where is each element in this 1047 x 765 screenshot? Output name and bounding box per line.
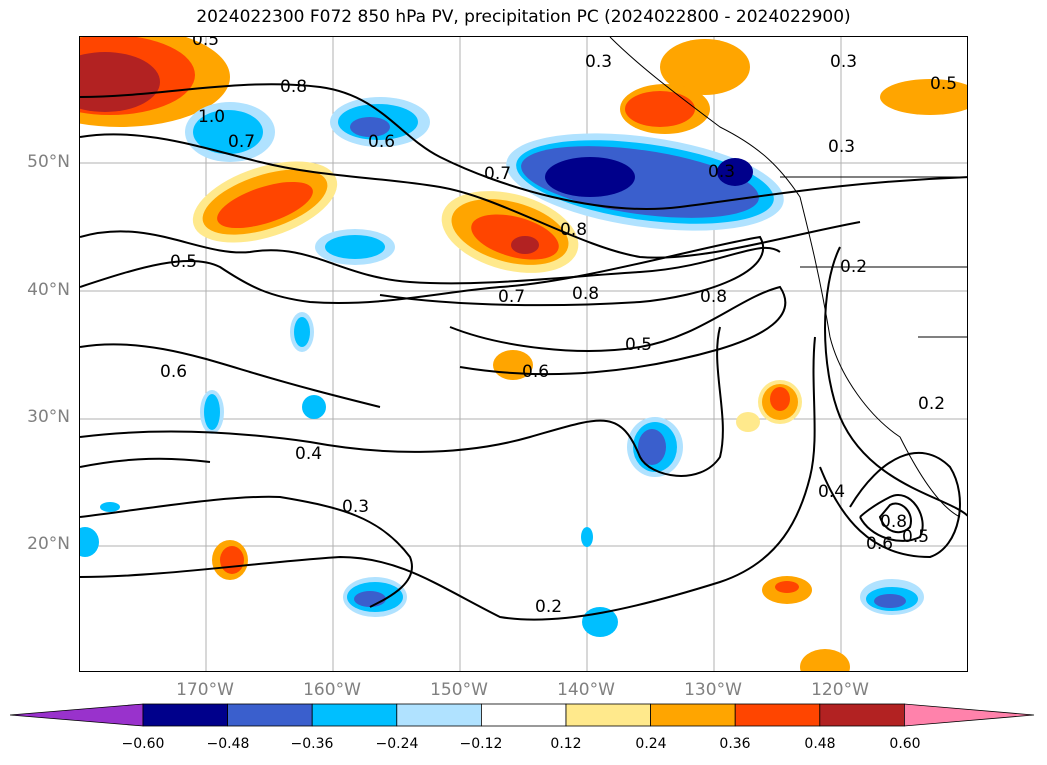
contour-label: 0.8 xyxy=(280,77,307,97)
contour-labels: 0.5 0.8 1.0 0.7 0.6 0.3 0.5 0.3 0.7 0.8 … xyxy=(160,37,957,617)
colorbar-tick: 0.12 xyxy=(550,736,582,752)
lon-label-160w: 160°W xyxy=(303,680,361,700)
lon-label-140w: 140°W xyxy=(557,680,615,700)
contour-label: 0.5 xyxy=(625,335,652,355)
colorbar-segment xyxy=(396,703,482,727)
colorbar-segment xyxy=(650,703,736,727)
map-title: 2024022300 F072 850 hPa PV, precipitatio… xyxy=(196,7,851,27)
colorbar-segment xyxy=(227,703,313,727)
contour-label: 0.3 xyxy=(708,162,735,182)
precip-shading xyxy=(80,37,967,671)
colorbar-segment xyxy=(565,703,651,727)
lon-label-130w: 130°W xyxy=(684,680,742,700)
colorbar-tick: 0.36 xyxy=(719,736,751,752)
contour-label: 0.6 xyxy=(368,132,395,152)
lat-label-50n: 50°N xyxy=(27,152,70,172)
map-canvas: 0.5 0.8 1.0 0.7 0.6 0.3 0.5 0.3 0.7 0.8 … xyxy=(80,37,967,671)
contour-label: 0.7 xyxy=(498,287,525,307)
contour-label: 0.8 xyxy=(560,220,587,240)
colorbar-tick: 0.60 xyxy=(889,736,921,752)
contour-label: 0.2 xyxy=(918,394,945,414)
coastline xyxy=(609,37,967,518)
map-panel: 0.5 0.8 1.0 0.7 0.6 0.3 0.5 0.3 0.7 0.8 … xyxy=(79,36,968,672)
lat-label-40n: 40°N xyxy=(27,280,70,300)
contour-label: 0.2 xyxy=(535,597,562,617)
colorbar-tick: −0.24 xyxy=(375,736,419,752)
colorbar-extend-low xyxy=(10,703,144,727)
contour-label: 0.6 xyxy=(866,534,893,554)
contour-label: 0.5 xyxy=(192,37,219,50)
contour-label: 1.0 xyxy=(198,107,225,127)
lon-label-150w: 150°W xyxy=(430,680,488,700)
colorbar-segment xyxy=(734,703,821,727)
lon-label-120w: 120°W xyxy=(811,680,869,700)
colorbar-segment xyxy=(480,703,567,727)
contour-label: 0.3 xyxy=(830,52,857,72)
contour-label: 0.3 xyxy=(585,52,612,72)
colorbar-tick: −0.48 xyxy=(206,736,250,752)
pv-contours xyxy=(80,83,967,621)
colorbar xyxy=(10,703,1035,727)
colorbar-segment xyxy=(819,703,905,727)
colorbar-extend-high xyxy=(904,703,1035,727)
contour-label: 0.6 xyxy=(160,362,187,382)
contour-label: 0.3 xyxy=(828,137,855,157)
colorbar-tick: −0.12 xyxy=(459,736,503,752)
lat-label-20n: 20°N xyxy=(27,534,70,554)
contour-label: 0.7 xyxy=(228,132,255,152)
colorbar-tick: 0.24 xyxy=(635,736,667,752)
contour-label: 0.2 xyxy=(840,257,867,277)
colorbar-tick: −0.60 xyxy=(121,736,165,752)
contour-label: 0.8 xyxy=(572,284,599,304)
contour-label: 0.3 xyxy=(342,497,369,517)
contour-label: 0.7 xyxy=(484,164,511,184)
contour-label: 0.4 xyxy=(295,444,322,464)
contour-label: 0.5 xyxy=(170,252,197,272)
colorbar-tick: 0.48 xyxy=(804,736,836,752)
contour-label: 0.8 xyxy=(880,512,907,532)
lon-label-170w: 170°W xyxy=(176,680,234,700)
contour-label: 0.5 xyxy=(902,527,929,547)
colorbar-segment xyxy=(142,703,228,727)
contour-label: 0.8 xyxy=(700,287,727,307)
contour-label: 0.4 xyxy=(818,482,845,502)
colorbar-segment xyxy=(311,703,398,727)
lat-label-30n: 30°N xyxy=(27,407,70,427)
contour-label: 0.5 xyxy=(930,74,957,94)
colorbar-tick: −0.36 xyxy=(290,736,334,752)
contour-label: 0.6 xyxy=(522,362,549,382)
